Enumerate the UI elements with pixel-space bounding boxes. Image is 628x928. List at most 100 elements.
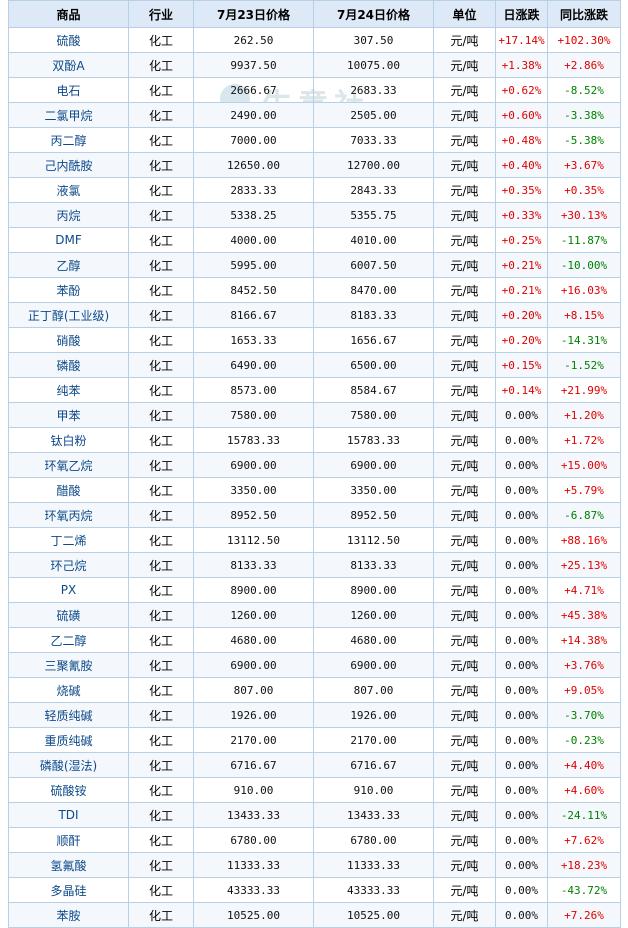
- product-name-link[interactable]: PX: [8, 577, 129, 603]
- industry-cell: 化工: [128, 202, 194, 228]
- price-day1-cell: 7580.00: [193, 402, 314, 428]
- price-day1-cell: 7000.00: [193, 127, 314, 153]
- price-day2-cell: 8584.67: [313, 377, 434, 403]
- product-name-link[interactable]: 丁二烯: [8, 527, 129, 553]
- industry-cell: 化工: [128, 902, 194, 928]
- table-row: 电石 化工 2666.67 2683.33 元/吨 +0.62% -8.52%: [8, 77, 621, 103]
- table-row: 苯酚 化工 8452.50 8470.00 元/吨 +0.21% +16.03%: [8, 277, 621, 303]
- product-name-link[interactable]: 乙二醇: [8, 627, 129, 653]
- product-name-link[interactable]: 多晶硅: [8, 877, 129, 903]
- industry-cell: 化工: [128, 127, 194, 153]
- yoy-change-cell: +7.26%: [547, 902, 621, 928]
- yoy-change-cell: -3.38%: [547, 102, 621, 128]
- unit-cell: 元/吨: [433, 277, 496, 303]
- product-name-link[interactable]: 丙烷: [8, 202, 129, 228]
- industry-cell: 化工: [128, 552, 194, 578]
- yoy-change-cell: +9.05%: [547, 677, 621, 703]
- daily-change-cell: 0.00%: [495, 752, 548, 778]
- table-row: 硫酸 化工 262.50 307.50 元/吨 +17.14% +102.30%: [8, 27, 621, 53]
- price-day2-cell: 1656.67: [313, 327, 434, 353]
- daily-change-cell: +0.40%: [495, 152, 548, 178]
- yoy-change-cell: -14.31%: [547, 327, 621, 353]
- product-name-link[interactable]: TDI: [8, 802, 129, 828]
- product-name-link[interactable]: 磷酸: [8, 352, 129, 378]
- product-name-link[interactable]: 苯酚: [8, 277, 129, 303]
- yoy-change-cell: +7.62%: [547, 827, 621, 853]
- industry-cell: 化工: [128, 452, 194, 478]
- table-row: 环氧乙烷 化工 6900.00 6900.00 元/吨 0.00% +15.00%: [8, 452, 621, 478]
- product-name-link[interactable]: 己内酰胺: [8, 152, 129, 178]
- unit-cell: 元/吨: [433, 152, 496, 178]
- daily-change-cell: 0.00%: [495, 852, 548, 878]
- product-name-link[interactable]: 正丁醇(工业级): [8, 302, 129, 328]
- product-name-link[interactable]: 氢氟酸: [8, 852, 129, 878]
- unit-cell: 元/吨: [433, 127, 496, 153]
- unit-cell: 元/吨: [433, 327, 496, 353]
- product-name-link[interactable]: 电石: [8, 77, 129, 103]
- daily-change-cell: +0.48%: [495, 127, 548, 153]
- product-name-link[interactable]: 轻质纯碱: [8, 702, 129, 728]
- daily-change-cell: +0.60%: [495, 102, 548, 128]
- price-day1-cell: 3350.00: [193, 477, 314, 503]
- unit-cell: 元/吨: [433, 102, 496, 128]
- product-name-link[interactable]: 苯胺: [8, 902, 129, 928]
- yoy-change-cell: -43.72%: [547, 877, 621, 903]
- price-day1-cell: 8900.00: [193, 577, 314, 603]
- unit-cell: 元/吨: [433, 727, 496, 753]
- product-name-link[interactable]: DMF: [8, 227, 129, 253]
- yoy-change-cell: +15.00%: [547, 452, 621, 478]
- product-name-link[interactable]: 醋酸: [8, 477, 129, 503]
- unit-cell: 元/吨: [433, 427, 496, 453]
- price-day2-cell: 2505.00: [313, 102, 434, 128]
- daily-change-cell: 0.00%: [495, 652, 548, 678]
- industry-cell: 化工: [128, 577, 194, 603]
- product-name-link[interactable]: 顺酐: [8, 827, 129, 853]
- product-name-link[interactable]: 液氯: [8, 177, 129, 203]
- price-day1-cell: 1653.33: [193, 327, 314, 353]
- unit-cell: 元/吨: [433, 827, 496, 853]
- product-name-link[interactable]: 磷酸(湿法): [8, 752, 129, 778]
- yoy-change-cell: +4.60%: [547, 777, 621, 803]
- price-day1-cell: 6780.00: [193, 827, 314, 853]
- table-row: 氢氟酸 化工 11333.33 11333.33 元/吨 0.00% +18.23%: [8, 852, 621, 878]
- industry-cell: 化工: [128, 602, 194, 628]
- price-day1-cell: 1926.00: [193, 702, 314, 728]
- industry-cell: 化工: [128, 77, 194, 103]
- product-name-link[interactable]: 纯苯: [8, 377, 129, 403]
- industry-cell: 化工: [128, 152, 194, 178]
- product-name-link[interactable]: 钛白粉: [8, 427, 129, 453]
- product-name-link[interactable]: 硫磺: [8, 602, 129, 628]
- product-name-link[interactable]: 双酚A: [8, 52, 129, 78]
- price-day2-cell: 6900.00: [313, 452, 434, 478]
- table-row: 己内酰胺 化工 12650.00 12700.00 元/吨 +0.40% +3.67%: [8, 152, 621, 178]
- price-day1-cell: 4680.00: [193, 627, 314, 653]
- yoy-change-cell: +8.15%: [547, 302, 621, 328]
- product-name-link[interactable]: 硫酸: [8, 27, 129, 53]
- industry-cell: 化工: [128, 177, 194, 203]
- yoy-change-cell: -8.52%: [547, 77, 621, 103]
- product-name-link[interactable]: 环氧乙烷: [8, 452, 129, 478]
- table-row: 磷酸(湿法) 化工 6716.67 6716.67 元/吨 0.00% +4.40%: [8, 752, 621, 778]
- yoy-change-cell: -11.87%: [547, 227, 621, 253]
- daily-change-cell: 0.00%: [495, 527, 548, 553]
- price-day2-cell: 2843.33: [313, 177, 434, 203]
- daily-change-cell: +0.20%: [495, 302, 548, 328]
- daily-change-cell: 0.00%: [495, 577, 548, 603]
- product-name-link[interactable]: 乙醇: [8, 252, 129, 278]
- product-name-link[interactable]: 丙二醇: [8, 127, 129, 153]
- price-day1-cell: 4000.00: [193, 227, 314, 253]
- unit-cell: 元/吨: [433, 602, 496, 628]
- product-name-link[interactable]: 烧碱: [8, 677, 129, 703]
- product-name-link[interactable]: 三聚氰胺: [8, 652, 129, 678]
- yoy-change-cell: -3.70%: [547, 702, 621, 728]
- product-name-link[interactable]: 环己烷: [8, 552, 129, 578]
- industry-cell: 化工: [128, 252, 194, 278]
- product-name-link[interactable]: 甲苯: [8, 402, 129, 428]
- table-row: 正丁醇(工业级) 化工 8166.67 8183.33 元/吨 +0.20% +8.15%: [8, 302, 621, 328]
- product-name-link[interactable]: 硫酸铵: [8, 777, 129, 803]
- product-name-link[interactable]: 环氧丙烷: [8, 502, 129, 528]
- product-name-link[interactable]: 硝酸: [8, 327, 129, 353]
- unit-cell: 元/吨: [433, 502, 496, 528]
- product-name-link[interactable]: 二氯甲烷: [8, 102, 129, 128]
- product-name-link[interactable]: 重质纯碱: [8, 727, 129, 753]
